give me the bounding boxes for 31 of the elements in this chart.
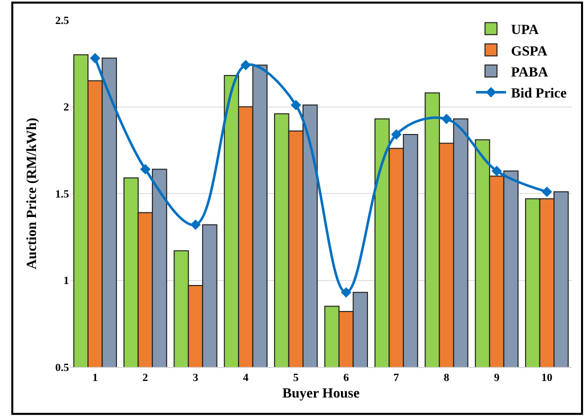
point [190, 220, 201, 230]
x-tick-label: 1 [92, 372, 98, 384]
x-tick-label: 9 [494, 372, 500, 384]
legend-label: PABA [511, 66, 549, 81]
point [290, 100, 302, 110]
x-tick-label: 7 [394, 372, 400, 384]
legend-label: GSPA [511, 44, 548, 60]
x-tick-label: 2 [142, 372, 149, 384]
y-axis-title: Auction Price (RM/kWh) [24, 117, 40, 270]
y-tick-label: 2 [64, 102, 70, 114]
x-tick-label: 5 [293, 372, 300, 384]
x-tick-label: 10 [541, 372, 553, 384]
y-tick-label: 1.5 [55, 188, 70, 200]
x-axis-title: Buyer House [282, 386, 360, 402]
point [542, 186, 552, 197]
point [90, 52, 100, 64]
y-tick-label: 1 [64, 275, 69, 288]
point [140, 164, 150, 174]
x-tick-label: 4 [242, 372, 249, 384]
point [240, 60, 251, 70]
point [391, 129, 402, 140]
point [492, 166, 502, 176]
legend-label: UPA [511, 23, 540, 38]
y-tick-label: 0.5 [55, 362, 70, 374]
x-tick-label: 6 [343, 372, 350, 384]
x-tick-label: 8 [444, 372, 450, 384]
point [441, 114, 452, 124]
y-tick-label: 2.5 [55, 14, 70, 27]
legend-label: Bid Price [511, 86, 567, 102]
point [340, 287, 352, 298]
x-tick-label: 3 [192, 372, 199, 384]
